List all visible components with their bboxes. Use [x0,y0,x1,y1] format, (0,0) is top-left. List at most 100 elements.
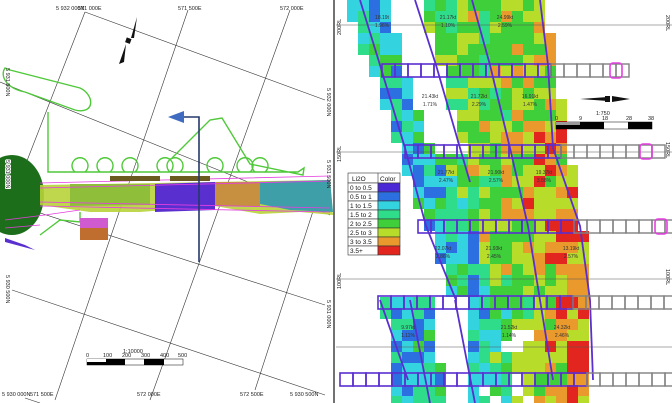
block-grade: 2.45% [487,254,502,260]
block-cell [424,385,435,396]
block-cell [457,231,468,242]
block-cell [567,220,578,231]
block-grade: 2.59% [498,23,513,29]
block-tonnes: 21.72kt [471,94,488,100]
block-cell [479,330,490,341]
block-cell [391,77,402,88]
block-cell [545,165,556,176]
drive-segment [576,63,591,78]
north-arrow-icon [580,96,630,102]
block-cell [534,264,545,275]
block-cell [479,176,490,187]
block-cell [523,264,534,275]
block-cell [479,242,490,253]
block-cell [479,341,490,352]
block-cell [424,187,435,198]
block-cell [424,198,435,209]
drive-segment [650,295,665,310]
drive-segment [589,63,604,78]
block-cell [545,374,556,385]
block-tonnes: 21.17kt [440,15,457,21]
block-cell [369,55,380,66]
block-cell [534,253,545,264]
drive-segment [573,144,588,159]
scale-tick: 300 [141,353,150,359]
block-cell [578,308,589,319]
block-cell [523,242,534,253]
block-cell [501,297,512,308]
block-cell [391,44,402,55]
block-cell [424,319,435,330]
block-cell [424,308,435,319]
block-cell [512,154,523,165]
block-cell [523,11,534,22]
block-cell [413,396,424,403]
block-cell [479,165,490,176]
block-cell [556,319,567,330]
block-tonnes: 16.91kt [522,94,539,100]
block-cell [556,110,567,121]
block-cell [534,11,545,22]
block-cell [490,275,501,286]
block-cell [534,99,545,110]
block-cell [446,11,457,22]
block-cell [446,209,457,220]
block-cell [534,154,545,165]
block-cell [468,88,479,99]
decline [2,67,92,112]
block-cell [424,0,435,11]
block-cell [534,121,545,132]
block-cell [424,330,435,341]
block-cell [567,374,578,385]
block-cell [424,143,435,154]
block-cell [490,88,501,99]
block-cell [501,352,512,363]
drive [47,112,305,176]
legend-swatch [377,236,401,247]
block-cell [402,77,413,88]
block-cell [446,22,457,33]
block-cell [534,308,545,319]
legend-item: 3.5+ [347,245,401,256]
block-cell [534,176,545,187]
block-cell [479,11,490,22]
block-cell [490,165,501,176]
block-cell [424,363,435,374]
block-cell [402,363,413,374]
block-cell [468,319,479,330]
block-cell [391,396,402,403]
block-cell [578,352,589,363]
section-scale-bar: 1:750 0 9 18 28 38 [555,111,654,130]
block-cell [446,55,457,66]
block-cell [545,231,556,242]
block-cell [479,44,490,55]
block-cell [413,308,424,319]
block-cell [512,275,523,286]
block-cell [424,176,435,187]
block-cell [479,286,490,297]
block-cell [490,44,501,55]
block-cell [512,55,523,66]
block-cell [435,44,446,55]
drive-segment [615,63,630,78]
level-lines [336,24,672,348]
block-cell [457,66,468,77]
drive-segment [664,372,672,387]
block-cell [501,242,512,253]
drive-segment [651,372,666,387]
block-cell [501,264,512,275]
block-cell [402,319,413,330]
block-cell [512,33,523,44]
block-cell [446,33,457,44]
block-cell [468,143,479,154]
scale-tick: 38 [648,116,654,122]
block-cell [490,132,501,143]
block-cell [556,264,567,275]
grid-label: 572 000E [137,392,161,398]
block-cell [578,330,589,341]
block-tonnes: 24.32kt [554,325,571,331]
block-cell [534,77,545,88]
block-cell [512,22,523,33]
block-cell [567,253,578,264]
section-arrow-icon [168,111,200,262]
